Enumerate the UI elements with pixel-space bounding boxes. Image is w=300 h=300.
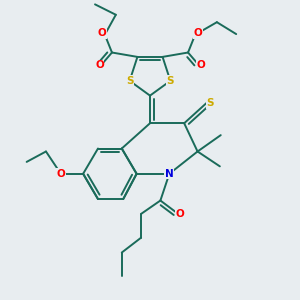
Text: O: O [56, 169, 65, 179]
Text: O: O [196, 60, 205, 70]
Text: S: S [126, 76, 134, 86]
Text: O: O [194, 28, 203, 38]
Text: S: S [167, 76, 174, 86]
Text: S: S [206, 98, 214, 108]
Text: O: O [98, 28, 106, 38]
Text: N: N [165, 169, 174, 179]
Text: O: O [175, 209, 184, 219]
Text: O: O [95, 60, 104, 70]
